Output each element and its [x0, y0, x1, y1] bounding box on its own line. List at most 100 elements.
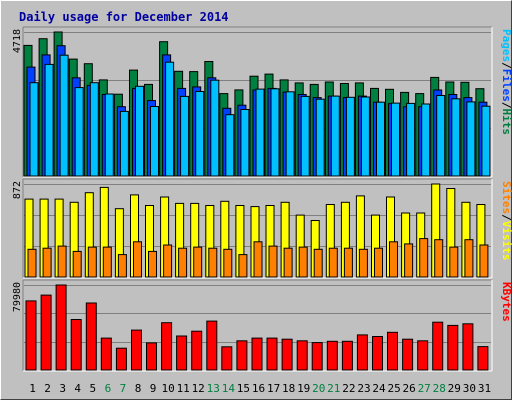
bar-kbytes [161, 322, 173, 371]
day-label: 11 [177, 382, 190, 395]
bar-sites [298, 246, 308, 278]
panel-side-label: KBytes [500, 282, 512, 322]
bar-pages [285, 91, 295, 177]
side-label-part: Visits [500, 221, 512, 261]
bar-sites [238, 254, 248, 278]
bar-kbytes [100, 337, 112, 371]
ymax-label: 79980 [12, 282, 23, 312]
bar-kbytes [477, 346, 489, 371]
bar-sites [42, 247, 52, 278]
day-label: 5 [89, 382, 96, 395]
day-label: 8 [135, 382, 142, 395]
bar-kbytes [70, 319, 82, 371]
bar-pages [436, 95, 446, 177]
day-label: 25 [387, 382, 400, 395]
bar-pages [406, 102, 416, 177]
bar-sites [389, 241, 398, 278]
bar-sites [419, 238, 429, 278]
panel-side-label: Sites/Visits [500, 181, 512, 261]
day-label: 10 [161, 382, 174, 395]
day-label: 20 [312, 382, 325, 395]
bar-sites [434, 239, 444, 278]
bar-kbytes [266, 337, 278, 371]
bar-kbytes [372, 336, 383, 371]
bar-sites [358, 248, 368, 278]
panel-side-label: Pages/Files/Hits [500, 29, 512, 135]
bar-pages [180, 95, 190, 177]
day-label: 27 [418, 382, 431, 395]
day-label: 15 [237, 382, 250, 395]
day-label: 21 [327, 382, 340, 395]
day-label: 16 [252, 382, 265, 395]
bar-sites [253, 241, 263, 278]
bar-sites [464, 239, 474, 278]
bar-sites [223, 248, 233, 278]
bar-kbytes [115, 347, 127, 371]
side-label-part: / [500, 102, 512, 109]
bar-kbytes [176, 335, 188, 371]
bar-kbytes [387, 331, 398, 371]
bar-pages [360, 96, 370, 177]
bar-pages [315, 98, 325, 177]
ymax-label: 4718 [12, 29, 23, 53]
bar-pages [150, 106, 159, 177]
day-label: 30 [463, 382, 476, 395]
day-label: 1 [29, 382, 36, 395]
side-label-part: Pages [500, 29, 512, 62]
bar-sites [449, 246, 459, 278]
day-label: 23 [357, 382, 370, 395]
bar-sites [27, 248, 37, 278]
bar-sites [72, 250, 82, 278]
bar-sites [268, 245, 278, 278]
chart-title: Daily usage for December 2014 [19, 10, 229, 24]
bar-sites [479, 244, 489, 278]
bar-kbytes [55, 284, 67, 371]
bar-sites [163, 244, 173, 278]
bar-pages [255, 88, 265, 177]
bar-sites [208, 247, 218, 278]
bar-sites [343, 247, 353, 278]
bar-sites [148, 250, 157, 278]
bar-pages [376, 101, 385, 177]
bar-kbytes [402, 338, 414, 371]
bar-sites [133, 241, 142, 278]
day-label: 7 [120, 382, 127, 395]
bar-sites [328, 247, 338, 278]
bar-pages [59, 54, 69, 177]
side-label-part: / [500, 214, 512, 221]
bar-pages [225, 114, 235, 177]
bar-pages [135, 85, 144, 177]
bar-pages [240, 109, 250, 177]
side-label-part: Sites [500, 181, 512, 214]
ymax-label: 872 [12, 181, 23, 199]
bar-kbytes [447, 324, 459, 371]
bar-pages [104, 93, 114, 177]
bar-sites [374, 247, 383, 278]
bar-pages [89, 82, 99, 177]
bar-kbytes [281, 338, 293, 371]
bar-pages [165, 61, 175, 177]
bar-pages [74, 87, 84, 177]
bar-kbytes [251, 337, 263, 371]
bar-pages [391, 102, 400, 177]
bar-sites [102, 246, 112, 278]
bar-kbytes [40, 294, 52, 371]
day-label: 18 [282, 382, 295, 395]
bar-kbytes [341, 340, 353, 371]
bar-pages [421, 103, 431, 177]
day-label: 26 [402, 382, 415, 395]
bar-kbytes [221, 346, 233, 371]
day-label: 13 [207, 382, 220, 395]
bar-pages [481, 105, 491, 177]
bar-kbytes [206, 320, 218, 371]
bar-pages [29, 82, 39, 177]
bar-kbytes [236, 340, 248, 371]
bar-kbytes [326, 340, 338, 371]
day-label: 12 [192, 382, 205, 395]
bar-kbytes [131, 329, 142, 371]
day-label: 22 [342, 382, 355, 395]
bar-sites [178, 247, 188, 278]
bar-pages [330, 95, 340, 177]
day-label: 29 [448, 382, 461, 395]
